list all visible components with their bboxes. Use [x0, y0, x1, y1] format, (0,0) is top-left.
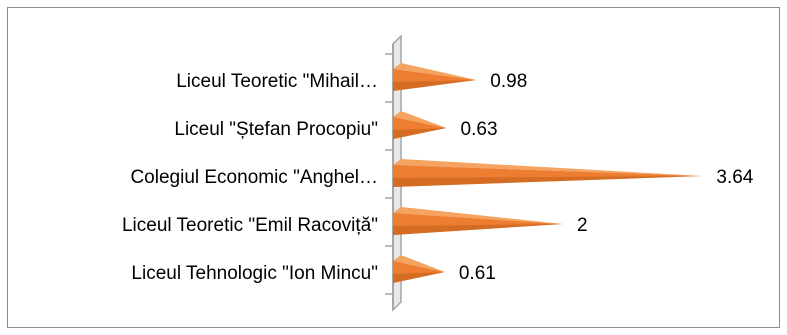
value-label: 0.61 [459, 263, 496, 284]
bar [393, 63, 477, 91]
category-label: Liceul Tehnologic "Ion Mincu" [131, 263, 378, 284]
value-label: 2 [577, 215, 588, 236]
bar [393, 159, 703, 187]
category-label: Colegiul Economic "Anghel… [130, 167, 378, 188]
bar-top-face [393, 207, 563, 224]
value-labels: 0.98 0.63 3.64 2 0.61 [459, 71, 754, 284]
category-label: Liceul Teoretic "Mihail… [176, 71, 378, 92]
category-label: Liceul Teoretic "Emil Racoviță" [122, 215, 378, 236]
bar-shade [393, 128, 447, 139]
bar-shade [393, 80, 477, 91]
value-label: 0.63 [461, 119, 498, 140]
bar-shade [393, 272, 445, 283]
bar-top-face [393, 159, 703, 176]
bar-top-face [393, 255, 445, 272]
category-label: Liceul "Ștefan Procopiu" [174, 119, 378, 140]
bar-shade [393, 224, 563, 235]
value-label: 0.98 [490, 71, 527, 92]
bar [393, 111, 447, 139]
category-labels: Liceul Teoretic "Mihail… Liceul "Ștefan P… [122, 71, 378, 284]
bar [393, 255, 445, 283]
bar [393, 207, 563, 235]
value-label: 3.64 [716, 167, 753, 188]
bar-top-face [393, 63, 477, 80]
bar-top-face [393, 111, 447, 128]
bar-shade [393, 176, 703, 187]
bars [393, 63, 703, 283]
